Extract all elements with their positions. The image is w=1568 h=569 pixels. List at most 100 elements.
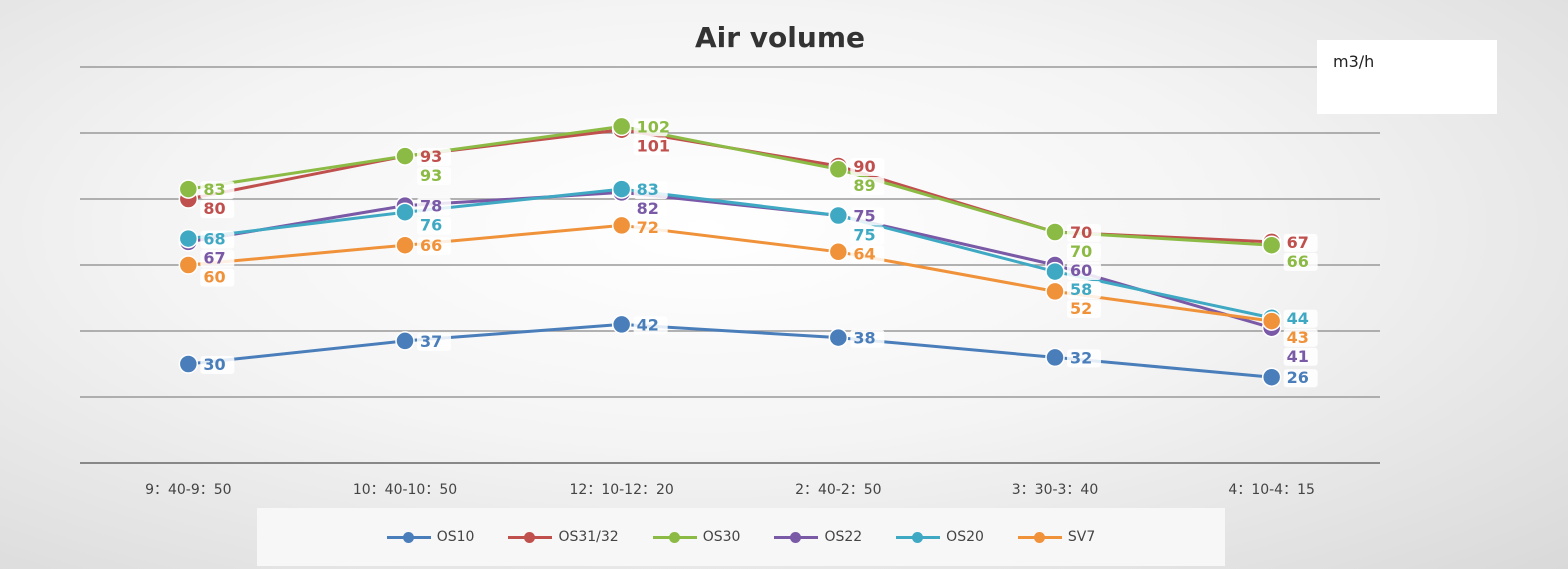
x-tick-label: 4：10-4：15	[1228, 482, 1315, 498]
data-point	[178, 179, 199, 199]
data-point	[611, 179, 632, 199]
data-label-background	[1283, 347, 1318, 366]
data-label: 42	[637, 315, 659, 334]
data-label-background	[1067, 262, 1101, 280]
data-label: 67	[1287, 233, 1309, 252]
data-point	[178, 228, 199, 249]
data-label-background	[633, 137, 668, 156]
data-label: 64	[853, 245, 875, 264]
data-label-background	[417, 237, 451, 256]
legend-label: OS31/32	[558, 529, 619, 545]
data-label-background	[417, 167, 451, 186]
data-point	[828, 242, 849, 262]
data-label-background	[850, 158, 885, 176]
data-label-background	[1067, 349, 1101, 368]
data-label: 76	[420, 216, 442, 235]
data-label-background	[633, 316, 668, 335]
legend-marker-icon	[896, 531, 941, 543]
data-label: 75	[853, 207, 875, 226]
data-label: 75	[853, 226, 875, 245]
data-label-background	[1067, 243, 1101, 261]
data-label-background	[1283, 369, 1318, 388]
data-label: 58	[1070, 280, 1092, 299]
data-label: 41	[1287, 347, 1309, 366]
legend-label: OS22	[824, 529, 863, 545]
legend-label: OS20	[946, 529, 984, 545]
data-label-background	[417, 332, 451, 351]
series-OS10	[188, 322, 1272, 379]
data-label: 101	[637, 136, 670, 155]
legend-label: OS30	[702, 529, 741, 545]
series-OS30	[188, 124, 1272, 247]
legend-item: OS30	[652, 529, 741, 545]
data-label: 90	[853, 157, 875, 176]
data-label: 60	[203, 268, 225, 287]
x-tick-label: 10：40-10：50	[353, 482, 457, 498]
data-label: 52	[1070, 299, 1092, 318]
data-label: 38	[853, 329, 875, 348]
data-label-background	[200, 268, 235, 287]
data-label-background	[1283, 328, 1318, 347]
data-label-background	[850, 226, 885, 245]
data-label: 70	[1070, 223, 1092, 242]
data-point	[395, 146, 415, 166]
data-label: 102	[637, 117, 670, 136]
data-point	[1045, 261, 1065, 282]
series-line	[188, 223, 1272, 323]
legend-label: OS10	[436, 529, 475, 545]
data-label: 82	[637, 199, 659, 218]
legend-label: SV7	[1067, 529, 1096, 545]
data-label-background	[1067, 281, 1101, 299]
data-point	[828, 159, 849, 180]
data-label-background	[200, 249, 235, 268]
data-label-background	[633, 200, 668, 219]
legend-marker-icon	[774, 531, 819, 543]
series-line	[188, 190, 1273, 330]
data-point	[1261, 235, 1282, 255]
data-point	[395, 235, 415, 255]
unit-box: m3/h	[1317, 40, 1497, 114]
data-label: 83	[637, 180, 659, 199]
data-label: 70	[1070, 242, 1092, 261]
data-label-background	[633, 219, 668, 238]
legend-item: OS10	[386, 529, 475, 545]
chart-title: Air volume	[695, 21, 865, 54]
legend-marker-icon	[1017, 531, 1062, 543]
data-label-background	[200, 230, 235, 249]
data-point	[1261, 311, 1282, 331]
data-label: 78	[420, 197, 442, 216]
data-label-background	[1067, 300, 1101, 318]
data-label-background	[850, 207, 885, 226]
data-label-background	[1067, 224, 1101, 242]
data-label: 60	[1070, 261, 1092, 280]
series-line	[188, 322, 1272, 379]
legend-marker-icon	[652, 531, 697, 543]
data-label-background	[633, 118, 668, 137]
data-label: 80	[203, 199, 225, 218]
data-point	[828, 327, 849, 348]
legend-item: OS22	[774, 529, 862, 545]
legend: OS10 OS31/32 OS30 OS22 OS20 SV7	[257, 508, 1225, 566]
data-label: 44	[1287, 309, 1309, 328]
data-point	[178, 255, 199, 275]
data-point	[1261, 367, 1282, 387]
data-point	[395, 202, 415, 222]
data-label-background	[850, 245, 885, 264]
data-label: 93	[420, 147, 442, 166]
data-label-background	[417, 216, 451, 235]
data-label: 72	[637, 218, 659, 237]
data-label-background	[200, 356, 235, 374]
data-label-background	[200, 200, 235, 219]
data-point	[178, 354, 199, 374]
x-tick-label: 12：10-12：20	[570, 482, 674, 498]
data-label-background	[1283, 309, 1318, 328]
data-label-background	[850, 177, 885, 195]
legend-marker-icon	[508, 531, 553, 543]
data-label: 89	[853, 176, 875, 195]
data-point	[1045, 281, 1065, 302]
data-point	[1045, 222, 1065, 242]
data-label-background	[1283, 233, 1318, 252]
data-label: 68	[203, 230, 225, 249]
